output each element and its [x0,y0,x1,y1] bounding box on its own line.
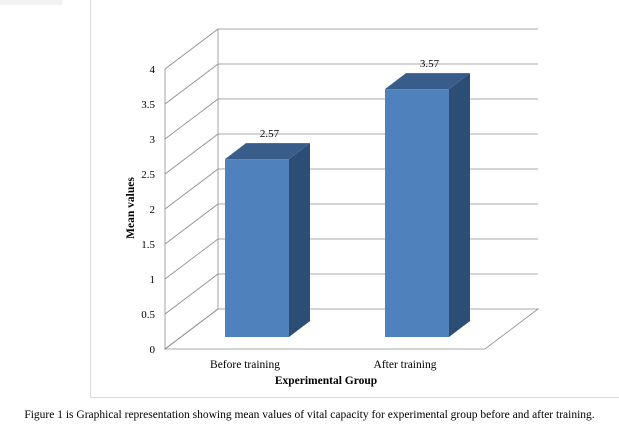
chart-walls [163,28,540,350]
bars [225,73,470,337]
y-tick-label: 0.5 [141,309,155,321]
chart-floor [163,308,540,350]
gridline-diagonal [164,98,219,140]
y-axis-ticks: 0 0.5 1 1.5 2 2.5 3 3.5 4 [141,64,155,356]
bar-side [449,73,470,337]
chart-frame [90,0,619,398]
bar-chart: 0 0.5 1 1.5 2 2.5 3 3.5 4 2.57 3.57 Before traini… [125,28,540,387]
x-tick-label: After training [374,359,437,371]
x-axis-title: Experimental Group [275,375,377,387]
y-tick-label: 1 [150,274,156,286]
gridline-diagonal [164,203,219,245]
y-tick-label: 3.5 [141,99,155,111]
gridline-diagonal [164,168,219,210]
gridline-diagonal [164,238,219,280]
y-tick-label: 1.5 [141,239,155,251]
y-tick-label: 2 [150,204,156,216]
y-tick-label: 4 [150,64,156,76]
corner-decoration [0,0,62,5]
y-tick-label: 0 [150,344,156,356]
y-tick-label: 2.5 [141,169,155,181]
data-labels: 2.57 3.57 [260,58,440,140]
x-axis-categories: Before training After training [210,359,437,371]
bar-top [385,73,470,90]
x-tick-label: Before training [210,359,280,371]
y-tick-label: 3 [150,134,156,146]
bar [225,159,289,337]
gridline-diagonal [164,63,219,105]
figure-caption: Figure 1 is Graphical representation sho… [24,409,595,421]
gridline-diagonal [164,28,219,70]
y-axis-title: Mean values [125,177,137,239]
data-label: 2.57 [260,128,280,140]
gridline-diagonal [164,133,219,175]
bar-top [225,143,310,160]
bar-side [289,143,310,337]
bar [385,89,449,337]
data-label: 3.57 [420,58,440,70]
gridline-diagonal [164,273,219,315]
